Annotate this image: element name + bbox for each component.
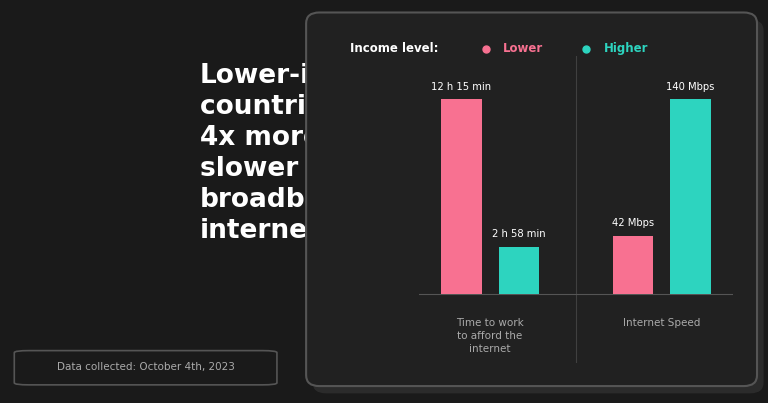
Text: 12 h 15 min: 12 h 15 min [432, 81, 492, 91]
Bar [670, 99, 710, 295]
Bar [613, 236, 654, 295]
Text: Internet Speed: Internet Speed [623, 318, 700, 328]
Text: 2 h 58 min: 2 h 58 min [492, 229, 545, 239]
FancyBboxPatch shape [306, 12, 757, 386]
Bar [498, 247, 539, 295]
Text: Income level:: Income level: [350, 42, 439, 55]
Bar [442, 99, 482, 295]
Text: Lower: Lower [503, 42, 544, 55]
Text: 140 Mbps: 140 Mbps [667, 81, 715, 91]
Text: Lower-income
countries work
4x more for 3x
slower fixed
broadband
internet: Lower-income countries work 4x more for … [200, 62, 422, 244]
Text: Data collected: October 4th, 2023: Data collected: October 4th, 2023 [57, 362, 234, 372]
FancyBboxPatch shape [313, 20, 763, 393]
Text: Time to work
to afford the
internet: Time to work to afford the internet [456, 318, 524, 354]
Text: Higher: Higher [604, 42, 648, 55]
Text: 42 Mbps: 42 Mbps [612, 218, 654, 228]
FancyBboxPatch shape [15, 351, 277, 385]
